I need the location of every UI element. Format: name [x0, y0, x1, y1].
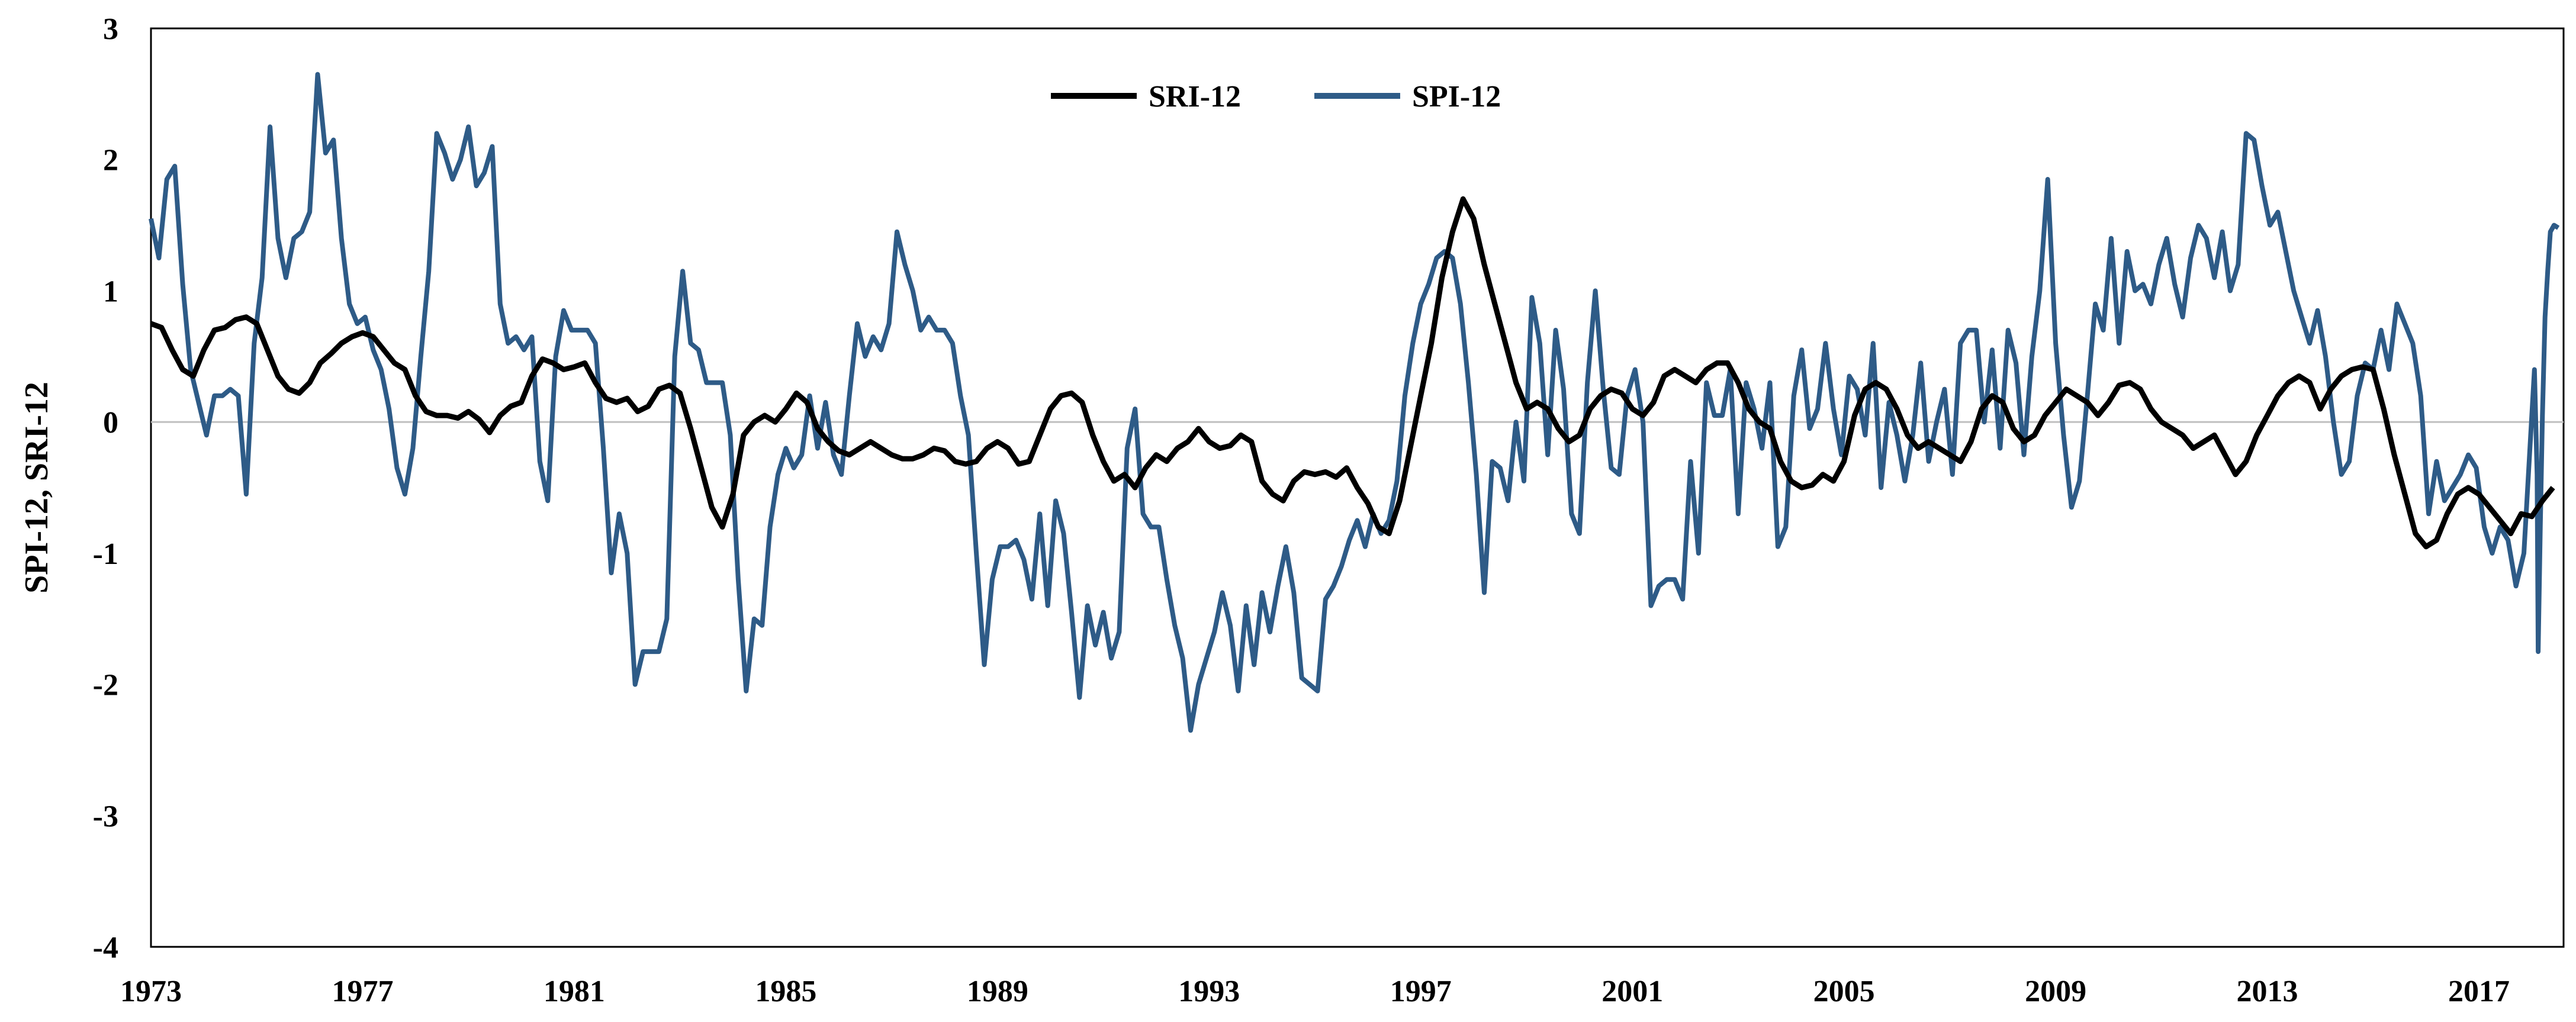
- x-tick-label: 1981: [543, 975, 605, 1008]
- legend-label-spi-12: SPI-12: [1412, 80, 1501, 114]
- x-tick-label: 1973: [120, 975, 182, 1008]
- x-axis-ticks: 1973 1977 1981 1985 1989 1993 1997 2001 2005 2009…: [120, 975, 2510, 1008]
- x-tick-label: 2005: [1813, 975, 1875, 1008]
- y-tick-label: -3: [93, 799, 118, 833]
- y-tick-label: 3: [103, 12, 118, 46]
- x-tick-label: 2013: [2237, 975, 2298, 1008]
- y-tick-label: 0: [103, 406, 118, 440]
- series-line-spi-12: [149, 72, 2560, 733]
- legend-label-sri-12: SRI-12: [1149, 80, 1241, 114]
- x-tick-label: 2009: [2025, 975, 2086, 1008]
- x-tick-label: 2017: [2448, 975, 2510, 1008]
- y-tick-label: -4: [93, 931, 118, 965]
- y-tick-label: 1: [103, 275, 118, 308]
- y-tick-label: -2: [93, 669, 118, 702]
- x-tick-label: 1985: [755, 975, 816, 1008]
- y-tick-label: 2: [103, 144, 118, 178]
- x-tick-label: 2001: [1601, 975, 1663, 1008]
- legend: SRI-12 SPI-12: [1051, 80, 1501, 114]
- x-tick-label: 1989: [967, 975, 1028, 1008]
- plot-area: [150, 27, 2565, 948]
- x-tick-label: 1977: [332, 975, 393, 1008]
- y-axis-title: SPI-12, SRI-12: [18, 382, 55, 594]
- y-tick-label: -1: [93, 537, 118, 571]
- series-line-sri-12: [150, 196, 2555, 550]
- x-tick-label: 1993: [1178, 975, 1240, 1008]
- x-tick-label: 1997: [1390, 975, 1452, 1008]
- y-axis-ticks: 3 2 1 0 -1 -2 -3 -4: [93, 12, 118, 965]
- series-layer: [149, 72, 2560, 733]
